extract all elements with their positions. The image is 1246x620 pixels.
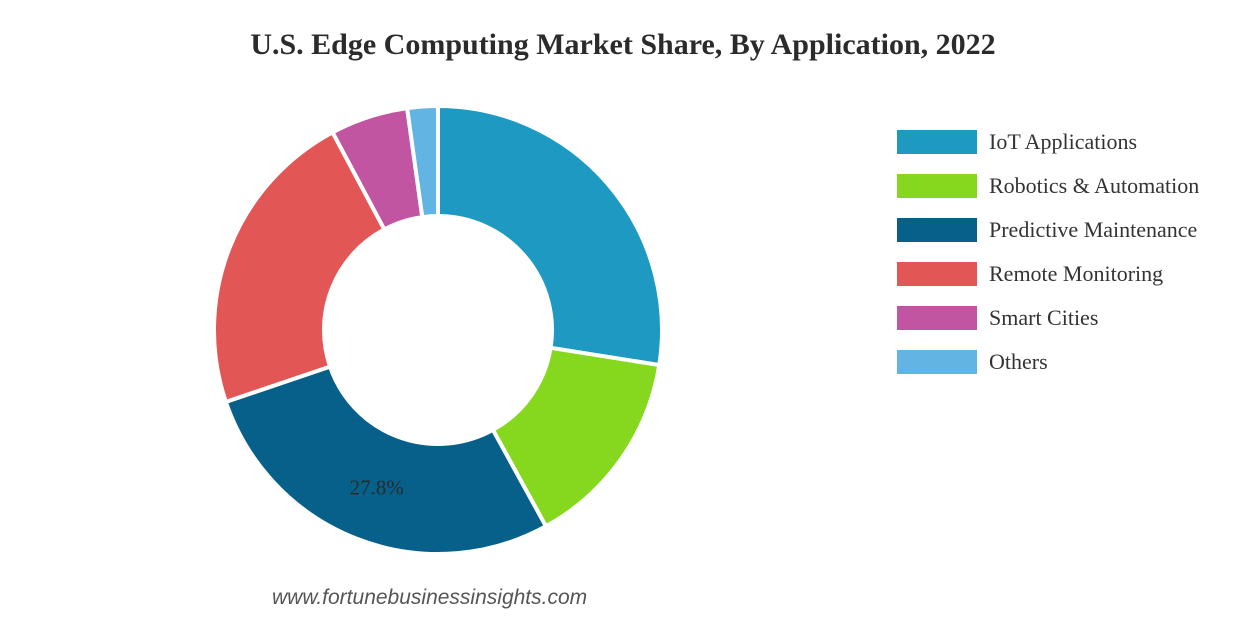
legend-item-iot-applications: IoT Applications <box>897 120 1242 164</box>
legend-item-predictive-maintenance: Predictive Maintenance <box>897 208 1242 252</box>
legend-swatch <box>897 174 977 198</box>
legend-label: Robotics & Automation <box>989 173 1200 198</box>
chart-legend: IoT Applications Robotics & Automation Pre… <box>897 120 1242 384</box>
legend-label: Predictive Maintenance <box>989 217 1198 242</box>
donut-slice-remote-monitoring <box>212 130 387 404</box>
legend-item-smart-cities: Smart Cities <box>897 296 1242 340</box>
donut-slice-robotics-and-automation <box>490 345 662 529</box>
data-label-predictive-maintenance: 27.8% <box>350 476 404 500</box>
donut-slice-others <box>405 104 440 220</box>
legend-item-others: Others <box>897 340 1242 384</box>
legend-item-remote-monitoring: Remote Monitoring <box>897 252 1242 296</box>
donut-slice-iot-applications <box>436 104 664 368</box>
donut-slice-predictive-maintenance <box>223 364 548 556</box>
legend-label: Smart Cities <box>989 305 1099 330</box>
legend-item-robotics-and-automation: Robotics & Automation <box>897 164 1242 208</box>
legend-label: Remote Monitoring <box>989 261 1164 286</box>
legend-swatch <box>897 218 977 242</box>
chart-title: U.S. Edge Computing Market Share, By App… <box>250 28 996 61</box>
legend-swatch <box>897 130 977 154</box>
legend-swatch <box>897 262 977 286</box>
source-watermark: www.fortunebusinessinsights.com <box>272 586 588 609</box>
legend-swatch <box>897 306 977 330</box>
legend-label: IoT Applications <box>989 129 1138 154</box>
legend-swatch <box>897 350 977 374</box>
legend-label: Others <box>989 349 1048 374</box>
